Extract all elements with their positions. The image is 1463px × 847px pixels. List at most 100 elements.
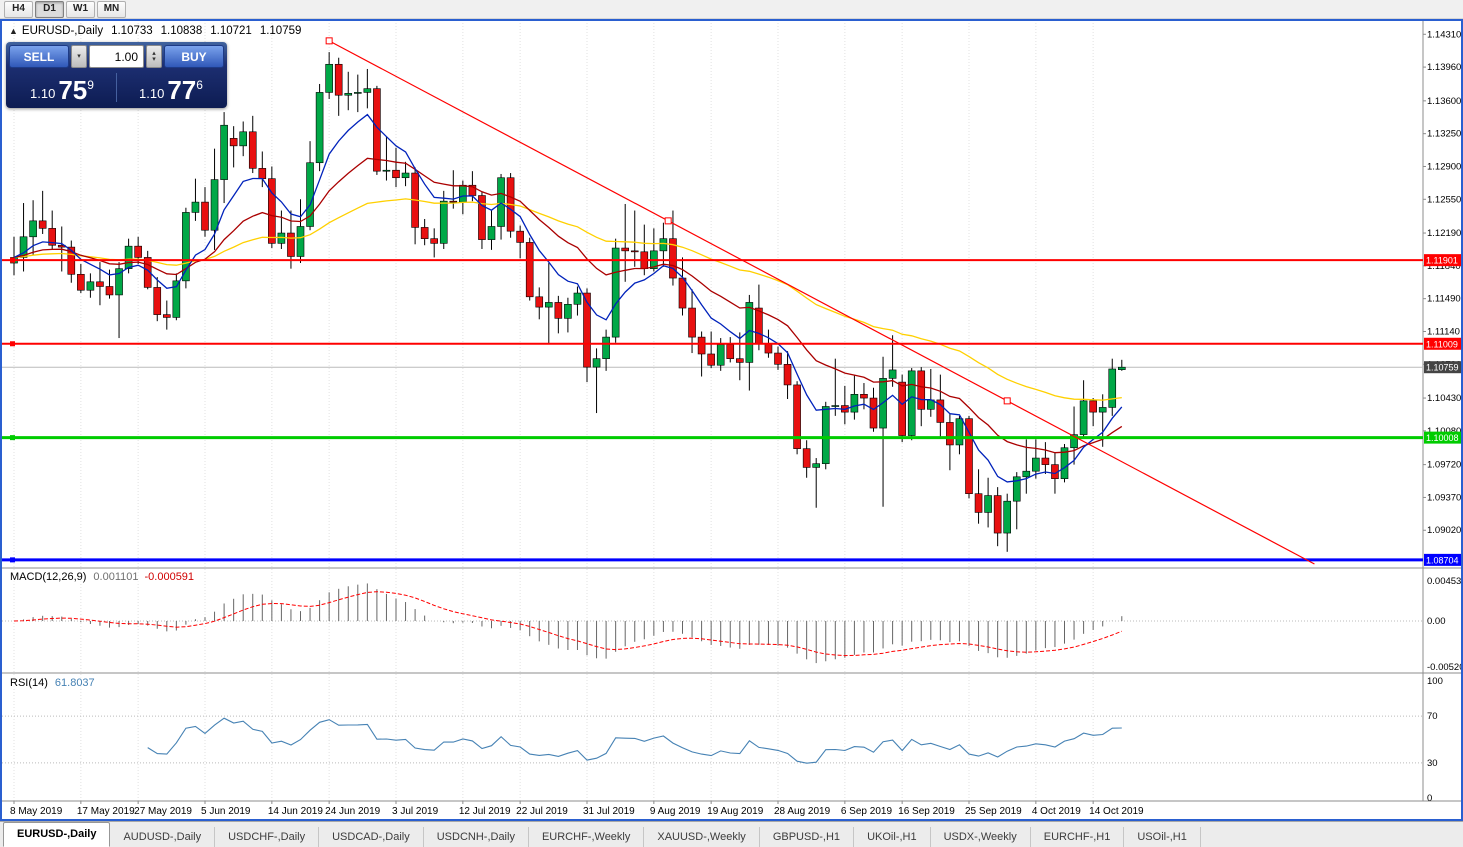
svg-text:14 Oct 2019: 14 Oct 2019 [1089, 806, 1144, 817]
buy-button[interactable]: BUY [164, 45, 224, 68]
trendline[interactable] [328, 40, 1315, 565]
volume-spinner[interactable]: ▴ ▾ [146, 45, 162, 68]
chart-tab-AUDUSD-Daily[interactable]: AUDUSD-,Daily [110, 827, 216, 847]
price-panel[interactable] [2, 37, 1423, 565]
price-axis-badges: 1.11901 1.11009 1.10008 1.08704 1.10759 [1424, 254, 1461, 566]
svg-text:1.13600: 1.13600 [1427, 96, 1461, 107]
svg-text:1.10008: 1.10008 [1426, 433, 1459, 443]
svg-text:1.11840: 1.11840 [1427, 261, 1461, 272]
svg-text:1.13250: 1.13250 [1427, 129, 1461, 140]
chart-tab-EURCHF-Weekly[interactable]: EURCHF-,Weekly [529, 827, 645, 847]
svg-text:22 Jul 2019: 22 Jul 2019 [516, 806, 568, 817]
trendline-handle[interactable] [325, 37, 333, 45]
timeframe-button-H4[interactable]: H4 [4, 0, 33, 18]
timeframe-button-W1[interactable]: W1 [66, 0, 95, 18]
macd-label: MACD(12,26,9) 0.001101 -0.000591 [10, 571, 195, 583]
macd-main-value: 0.001101 [93, 571, 139, 583]
volume-input[interactable] [89, 45, 144, 68]
svg-text:1.12900: 1.12900 [1427, 161, 1461, 172]
sell-price[interactable]: 1.10 75 9 [30, 75, 94, 105]
chart-tab-USDCHF-Daily[interactable]: USDCHF-,Daily [215, 827, 320, 847]
rsi-label: RSI(14) 61.8037 [10, 677, 95, 689]
svg-text:0.004536: 0.004536 [1427, 576, 1461, 587]
svg-text:1.14310: 1.14310 [1427, 29, 1461, 40]
svg-text:0.00: 0.00 [1427, 616, 1446, 627]
svg-text:1.13960: 1.13960 [1427, 62, 1461, 73]
chart-tab-XAUUSD-Weekly[interactable]: XAUUSD-,Weekly [644, 827, 760, 847]
rsi-line [147, 717, 1122, 764]
volume-decrease-button[interactable]: ▾ [71, 45, 87, 68]
ma-fast-line [13, 113, 1123, 483]
chevron-down-icon: ▾ [152, 55, 156, 63]
svg-text:1.10080: 1.10080 [1427, 426, 1461, 437]
ohlc-close: 1.10759 [259, 25, 302, 37]
timeframe-button-MN[interactable]: MN [97, 0, 126, 18]
grid-lines [13, 23, 1094, 801]
buy-price[interactable]: 1.10 77 6 [139, 75, 203, 105]
svg-text:27 May 2019: 27 May 2019 [134, 806, 192, 817]
svg-text:31 Jul 2019: 31 Jul 2019 [583, 806, 635, 817]
svg-text:6 Sep 2019: 6 Sep 2019 [841, 806, 893, 817]
svg-text:19 Aug 2019: 19 Aug 2019 [707, 806, 764, 817]
svg-text:17 May 2019: 17 May 2019 [77, 806, 135, 817]
chart-title: ▲ EURUSD-,Daily 1.10733 1.10838 1.10721 1.107… [9, 25, 301, 37]
chart-canvas[interactable]: 1.14310 1.13960 1.13600 1.13250 1.12900 1.125… [2, 21, 1461, 819]
hline-handle[interactable] [10, 557, 15, 563]
ohlc-low: 1.10721 [210, 25, 252, 37]
timeframe-toolbar: H4 D1 W1 MN [0, 0, 1463, 19]
chart-tab-USDX-Weekly[interactable]: USDX-,Weekly [931, 827, 1031, 847]
svg-text:3 Jul 2019: 3 Jul 2019 [392, 806, 439, 817]
svg-text:1.09720: 1.09720 [1427, 460, 1461, 471]
chart-tab-USOil-H1[interactable]: USOil-,H1 [1124, 827, 1201, 847]
one-click-collapse-icon[interactable]: ▲ [9, 26, 18, 36]
svg-text:1.08704: 1.08704 [1426, 555, 1459, 565]
svg-text:1.09020: 1.09020 [1427, 525, 1461, 536]
svg-text:1.12550: 1.12550 [1427, 194, 1461, 205]
hline-handle[interactable] [10, 257, 15, 263]
svg-text:0: 0 [1427, 793, 1432, 804]
trendline-handle[interactable] [664, 217, 672, 225]
svg-text:25 Sep 2019: 25 Sep 2019 [965, 806, 1022, 817]
rsi-panel[interactable] [2, 715, 1423, 764]
svg-text:8 May 2019: 8 May 2019 [10, 806, 63, 817]
trendline-handle[interactable] [1003, 397, 1011, 405]
svg-text:28 Aug 2019: 28 Aug 2019 [774, 806, 831, 817]
chart-tab-UKOil-H1[interactable]: UKOil-,H1 [854, 827, 931, 847]
svg-text:100: 100 [1427, 676, 1443, 687]
rsi-value: 61.8037 [54, 677, 95, 689]
svg-text:12 Jul 2019: 12 Jul 2019 [459, 806, 511, 817]
price-divider [116, 73, 117, 102]
ohlc-high: 1.10838 [160, 25, 203, 37]
ohlc-open: 1.10733 [111, 25, 153, 37]
svg-text:4 Oct 2019: 4 Oct 2019 [1032, 806, 1081, 817]
svg-text:1.10759: 1.10759 [1426, 363, 1459, 373]
svg-text:5 Jun 2019: 5 Jun 2019 [201, 806, 251, 817]
macd-panel[interactable] [2, 583, 1423, 664]
svg-text:1.11140: 1.11140 [1427, 326, 1460, 337]
chart-tab-GBPUSD-H1[interactable]: GBPUSD-,H1 [760, 827, 855, 847]
chevron-up-icon: ▴ [152, 49, 156, 57]
chart-tab-EURUSD-Daily[interactable]: EURUSD-,Daily [3, 822, 111, 847]
timeframe-button-D1[interactable]: D1 [35, 0, 64, 18]
svg-text:1.12190: 1.12190 [1427, 228, 1461, 239]
svg-text:1.11901: 1.11901 [1426, 256, 1458, 266]
svg-text:-0.005205: -0.005205 [1427, 662, 1461, 673]
chart-tab-EURCHF-H1[interactable]: EURCHF-,H1 [1031, 827, 1125, 847]
svg-text:1.09370: 1.09370 [1427, 492, 1461, 503]
macd-signal-line [13, 591, 1122, 657]
svg-text:9 Aug 2019: 9 Aug 2019 [650, 806, 701, 817]
price-axis[interactable]: 1.14310 1.13960 1.13600 1.13250 1.12900 1.125… [1423, 29, 1461, 804]
hline-handle[interactable] [10, 341, 15, 347]
svg-text:1.11009: 1.11009 [1426, 339, 1458, 349]
svg-text:30: 30 [1427, 758, 1438, 769]
chart-tab-USDCAD-Daily[interactable]: USDCAD-,Daily [319, 827, 424, 847]
sell-button[interactable]: SELL [9, 45, 69, 68]
date-axis[interactable]: 8 May 2019 17 May 2019 27 May 2019 5 Jun 20… [10, 801, 1144, 817]
ma-mid-line [13, 157, 1123, 454]
hline-handle[interactable] [10, 435, 15, 441]
chart-tab-USDCNH-Daily[interactable]: USDCNH-,Daily [424, 827, 529, 847]
rsi-title: RSI(14) [10, 677, 48, 689]
svg-text:14 Jun 2019: 14 Jun 2019 [268, 806, 323, 817]
chart-window: 1.14310 1.13960 1.13600 1.13250 1.12900 1.125… [0, 19, 1463, 821]
